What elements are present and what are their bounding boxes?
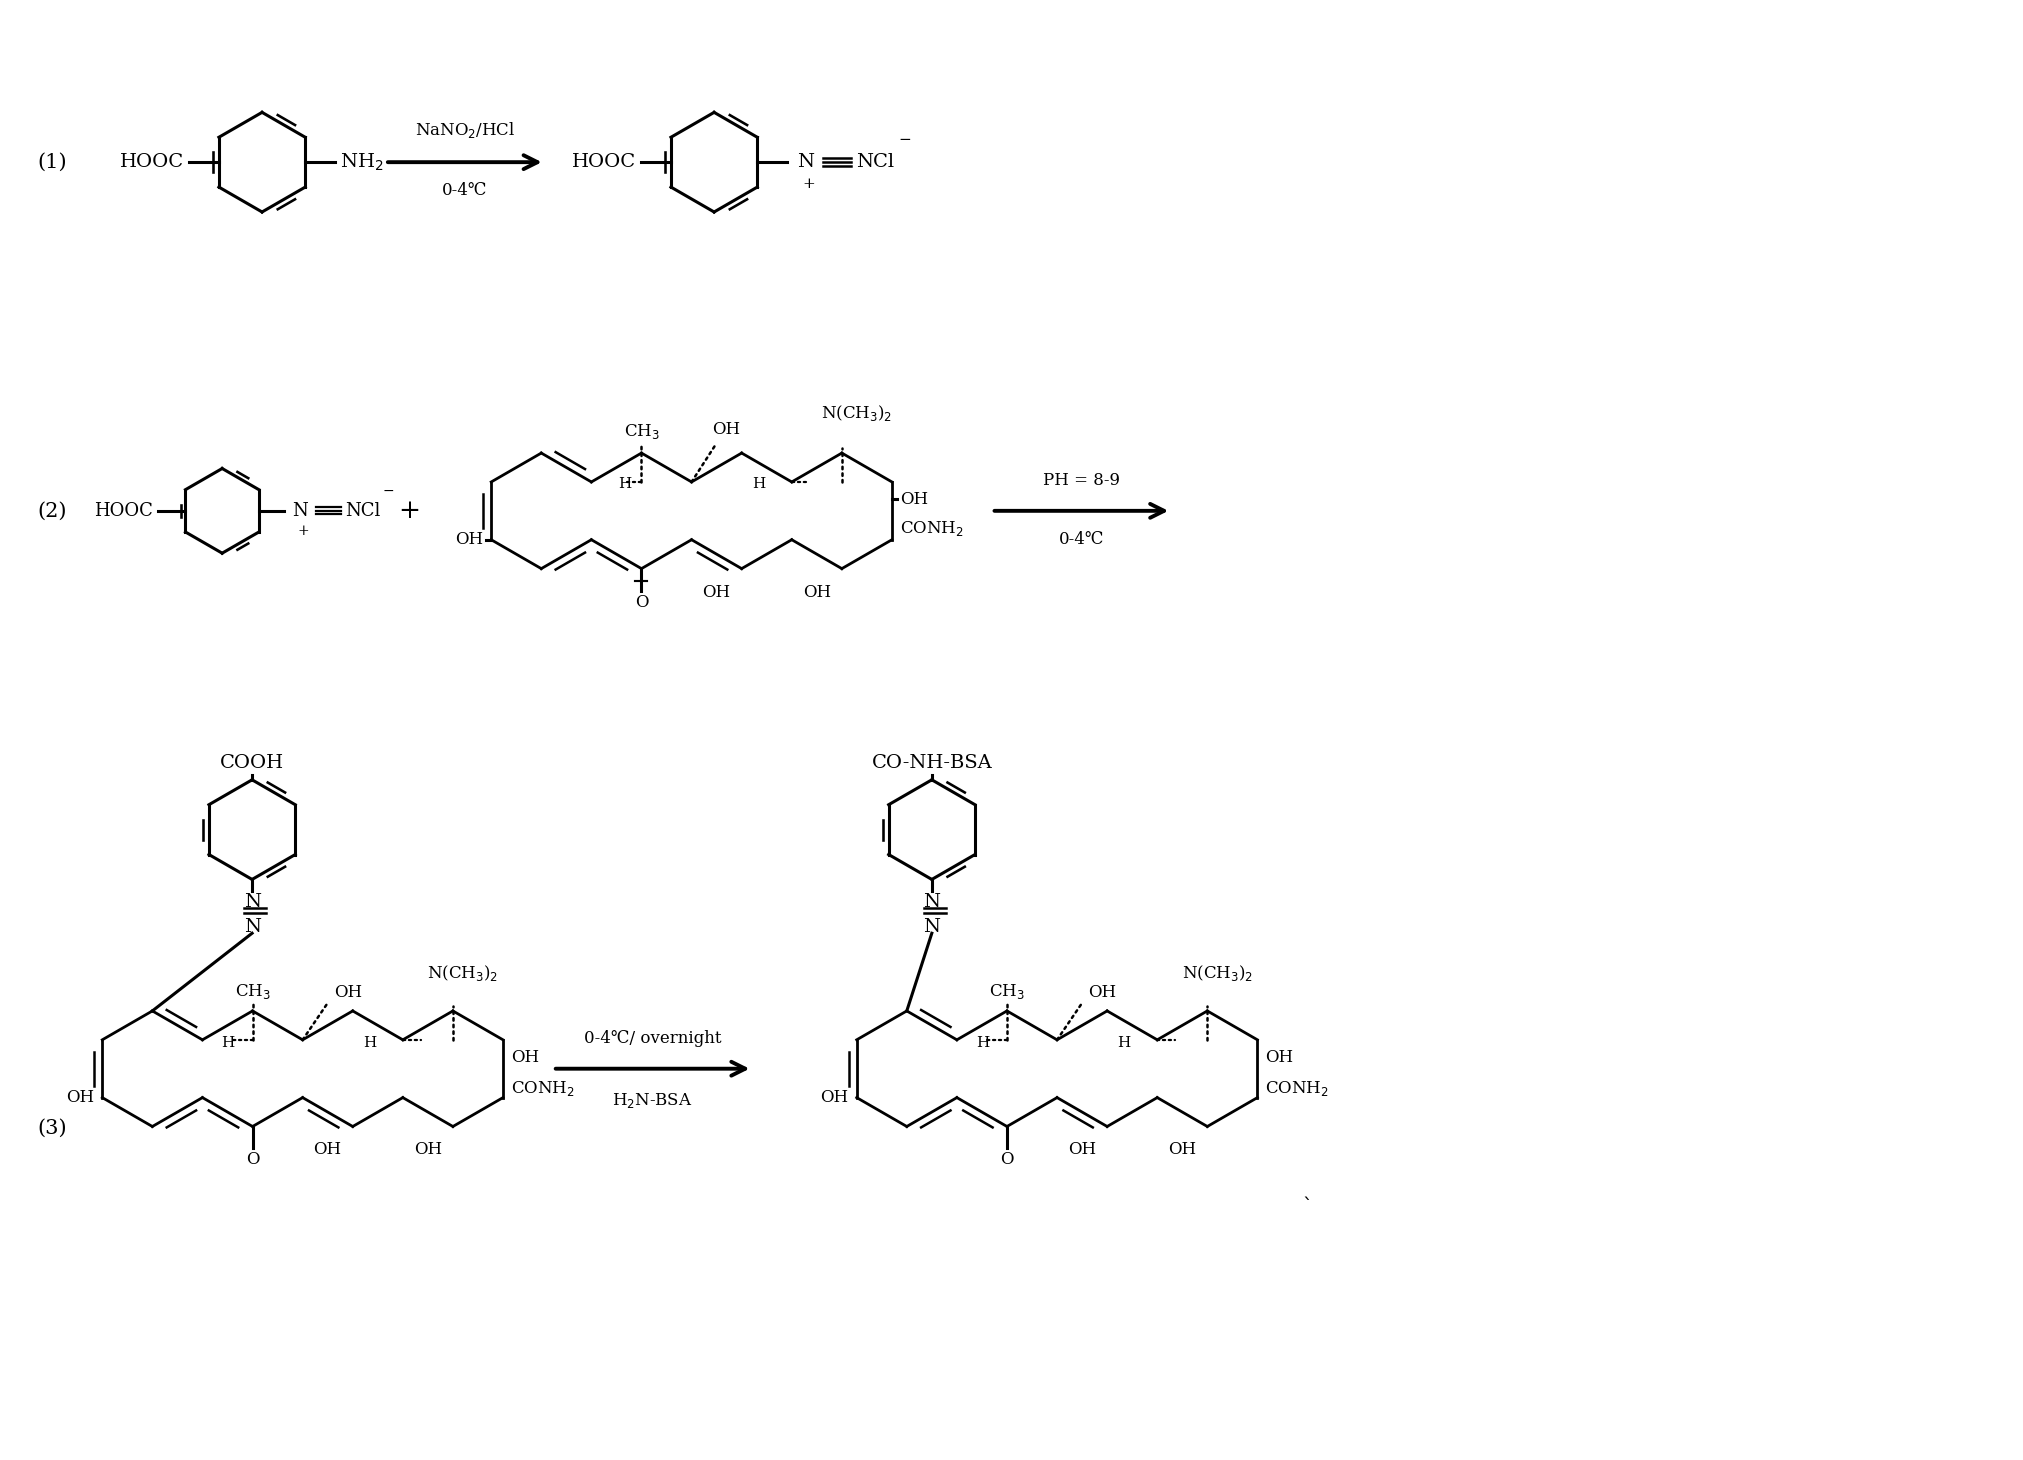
Text: COOH: COOH <box>221 753 283 772</box>
Text: H: H <box>221 1035 235 1050</box>
Text: OH: OH <box>67 1089 95 1107</box>
Text: OH: OH <box>819 1089 848 1107</box>
Text: OH: OH <box>314 1142 342 1158</box>
Text: OH: OH <box>803 584 831 600</box>
Text: N: N <box>922 894 941 911</box>
Text: 0-4℃/ overnight: 0-4℃/ overnight <box>583 1029 720 1047</box>
Text: OH: OH <box>510 1048 538 1066</box>
Text: −: − <box>382 483 394 498</box>
Text: N(CH$_3$)$_2$: N(CH$_3$)$_2$ <box>427 964 498 983</box>
Text: CONH$_2$: CONH$_2$ <box>900 518 963 537</box>
Text: (2): (2) <box>38 501 67 520</box>
Text: OH: OH <box>712 420 740 438</box>
Text: O: O <box>999 1152 1014 1168</box>
Text: OH: OH <box>334 984 362 1002</box>
Text: 0-4℃: 0-4℃ <box>441 182 488 199</box>
Text: CO-NH-BSA: CO-NH-BSA <box>872 753 991 772</box>
Text: OH: OH <box>413 1142 441 1158</box>
Text: O: O <box>245 1152 259 1168</box>
Text: CONH$_2$: CONH$_2$ <box>510 1079 575 1098</box>
Text: OH: OH <box>1088 984 1115 1002</box>
Text: CH$_3$: CH$_3$ <box>623 422 659 441</box>
Text: N: N <box>797 153 813 171</box>
Text: OH: OH <box>1167 1142 1196 1158</box>
Text: H: H <box>617 477 631 491</box>
Text: N: N <box>922 918 941 936</box>
Text: N(CH$_3$)$_2$: N(CH$_3$)$_2$ <box>1181 964 1252 983</box>
Text: CONH$_2$: CONH$_2$ <box>1264 1079 1329 1098</box>
Text: N: N <box>243 894 261 911</box>
Text: PH = 8-9: PH = 8-9 <box>1042 472 1119 489</box>
Text: −: − <box>898 133 910 147</box>
Text: HOOC: HOOC <box>93 502 152 520</box>
Text: NCl: NCl <box>856 153 894 171</box>
Text: CH$_3$: CH$_3$ <box>989 983 1024 1002</box>
Text: H: H <box>975 1035 989 1050</box>
Text: NH$_2$: NH$_2$ <box>340 152 384 172</box>
Text: (1): (1) <box>38 153 67 172</box>
Text: +: + <box>297 524 310 537</box>
Text: O: O <box>635 594 647 610</box>
Text: +: + <box>399 498 421 523</box>
Text: HOOC: HOOC <box>119 153 184 171</box>
Text: NaNO$_2$/HCl: NaNO$_2$/HCl <box>415 120 514 140</box>
Text: `: ` <box>1301 1197 1311 1216</box>
Text: (3): (3) <box>38 1118 67 1137</box>
Text: N(CH$_3$)$_2$: N(CH$_3$)$_2$ <box>821 403 892 423</box>
Text: H: H <box>1117 1035 1131 1050</box>
Text: N: N <box>243 918 261 936</box>
Text: CH$_3$: CH$_3$ <box>235 983 271 1002</box>
Text: +: + <box>803 177 815 191</box>
Text: H: H <box>362 1035 376 1050</box>
Text: NCl: NCl <box>344 502 380 520</box>
Text: OH: OH <box>1068 1142 1096 1158</box>
Text: OH: OH <box>1264 1048 1293 1066</box>
Text: N: N <box>291 502 307 520</box>
Text: H: H <box>751 477 765 491</box>
Text: OH: OH <box>455 531 483 548</box>
Text: OH: OH <box>702 584 730 600</box>
Text: HOOC: HOOC <box>573 153 635 171</box>
Text: H$_2$N-BSA: H$_2$N-BSA <box>613 1091 692 1110</box>
Text: OH: OH <box>900 491 929 508</box>
Text: 0-4℃: 0-4℃ <box>1058 531 1105 548</box>
